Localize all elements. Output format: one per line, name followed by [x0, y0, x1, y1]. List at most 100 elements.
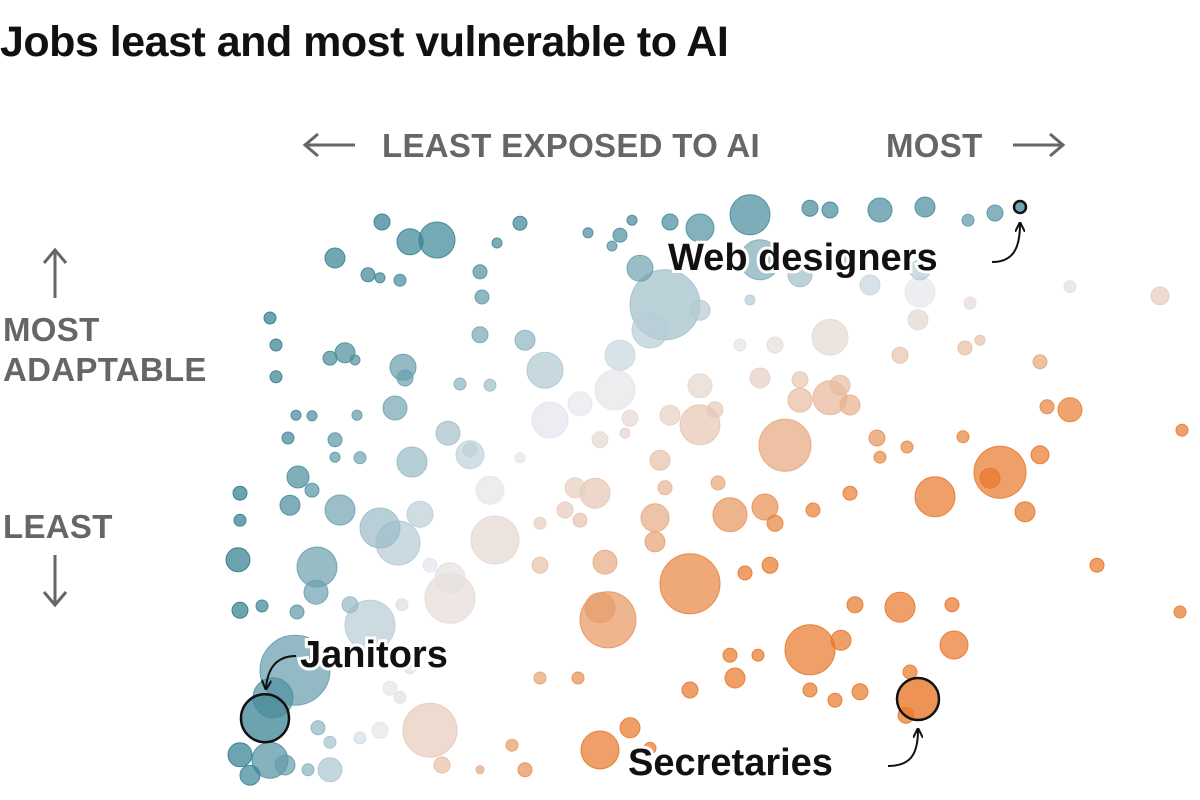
- job-bubble: [761, 556, 779, 574]
- job-bubble: [1014, 501, 1036, 523]
- job-bubble: [396, 369, 414, 387]
- job-bubble: [827, 692, 843, 708]
- job-bubble: [944, 597, 960, 613]
- job-bubble: [396, 446, 428, 478]
- job-bubble: [382, 680, 398, 696]
- job-bubble: [661, 213, 679, 231]
- job-bubble: [859, 274, 881, 296]
- job-bubble: [744, 294, 756, 306]
- y-axis-high-label: MOST ADAPTABLE: [3, 311, 207, 388]
- job-bubble: [289, 604, 305, 620]
- highlight-layer: [239, 199, 1028, 744]
- job-bubble: [644, 531, 666, 553]
- secretaries-arrow: [887, 730, 918, 767]
- job-bubble: [784, 624, 836, 676]
- job-bubble: [393, 273, 407, 287]
- job-bubble: [649, 449, 671, 471]
- job-bubble: [868, 429, 886, 447]
- job-bubble: [373, 213, 391, 231]
- job-bubble: [631, 311, 669, 349]
- job-bubble: [327, 432, 343, 448]
- job-bubble: [619, 717, 641, 739]
- job-bubble: [724, 667, 746, 689]
- job-bubble: [290, 409, 302, 421]
- job-bubble: [584, 592, 616, 624]
- job-bubble: [659, 404, 681, 426]
- job-bubble: [821, 201, 839, 219]
- chart-title: Jobs least and most vulnerable to AI: [0, 18, 729, 66]
- job-bubble: [491, 237, 503, 249]
- job-bubble: [689, 299, 711, 321]
- job-bubble: [681, 681, 699, 699]
- job-bubble: [956, 430, 970, 444]
- x-axis-high-label: MOST: [886, 127, 983, 164]
- points-layer: [225, 194, 1189, 786]
- job-bubble: [1063, 280, 1077, 294]
- job-bubble: [846, 596, 864, 614]
- job-bubble: [402, 702, 458, 758]
- job-bubble: [232, 485, 248, 501]
- job-bubble: [526, 351, 564, 389]
- job-bubble: [344, 599, 396, 651]
- job-bubble: [474, 289, 490, 305]
- job-bubble: [829, 374, 851, 396]
- job-bubble: [286, 465, 310, 489]
- job-bubble: [418, 221, 456, 259]
- job-bubble: [462, 442, 478, 458]
- job-bubble: [351, 409, 363, 421]
- janitors-arrow: [266, 655, 297, 688]
- job-bubble: [279, 494, 301, 516]
- job-bubble: [751, 648, 765, 662]
- job-bubble: [986, 204, 1004, 222]
- job-bubble: [531, 401, 569, 439]
- job-bubble: [324, 494, 356, 526]
- job-bubble: [1175, 423, 1189, 437]
- highlighted-job-bubble: [1012, 199, 1028, 215]
- job-bubble: [787, 387, 813, 413]
- job-bubble: [706, 401, 724, 419]
- job-bubble: [556, 501, 574, 519]
- job-bubble: [341, 596, 359, 614]
- job-bubble: [640, 503, 670, 533]
- job-bubble: [737, 565, 753, 581]
- job-bubble: [842, 485, 858, 501]
- job-bubble: [582, 227, 594, 239]
- job-bubble: [483, 378, 497, 392]
- job-bubble: [687, 373, 713, 399]
- annotation-janitors: Janitors: [300, 634, 448, 676]
- job-bubble: [1173, 605, 1187, 619]
- job-bubble: [839, 394, 861, 416]
- job-bubble: [979, 467, 1001, 489]
- job-bubble: [873, 450, 887, 464]
- job-bubble: [909, 259, 931, 281]
- job-bubble: [360, 267, 376, 283]
- job-bubble: [371, 721, 389, 739]
- job-bubble: [626, 254, 654, 282]
- job-bubble: [514, 452, 526, 464]
- job-bubble: [471, 326, 489, 344]
- job-bubble: [533, 516, 547, 530]
- job-bubble: [512, 215, 528, 231]
- job-bubble: [263, 311, 277, 325]
- job-bubble: [395, 598, 409, 612]
- job-bubble: [710, 475, 726, 491]
- job-bubble: [722, 647, 738, 663]
- job-bubble: [914, 476, 956, 518]
- job-bubble: [274, 754, 296, 776]
- job-bubble: [685, 213, 715, 243]
- annotation-secretaries: Secretaries: [628, 742, 833, 784]
- job-bubble: [281, 431, 295, 445]
- job-bubble: [329, 451, 341, 463]
- left-arrow-icon: [302, 132, 355, 158]
- job-bubble: [766, 514, 784, 532]
- job-bubble: [433, 756, 451, 774]
- job-bubble: [531, 556, 549, 574]
- job-bubble: [233, 513, 247, 527]
- job-bubble: [612, 227, 628, 243]
- job-bubble: [626, 214, 638, 226]
- job-bubble: [811, 318, 849, 356]
- job-bubble: [434, 562, 466, 594]
- job-bubble: [904, 276, 936, 308]
- job-bubble: [580, 730, 620, 770]
